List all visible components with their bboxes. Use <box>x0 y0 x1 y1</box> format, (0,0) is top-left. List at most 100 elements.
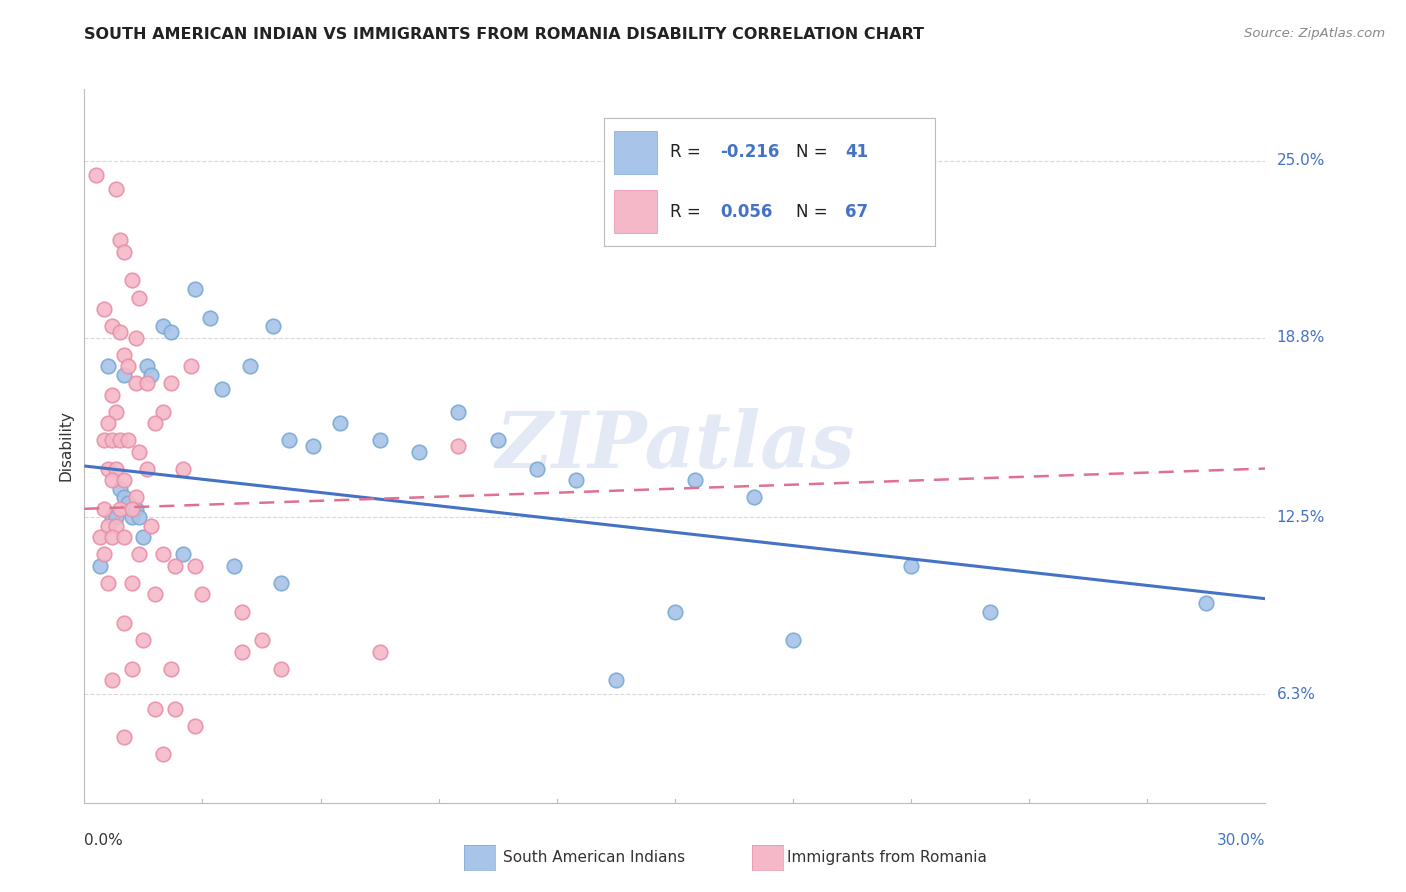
Point <box>368 434 391 448</box>
Point <box>270 576 292 591</box>
Point <box>278 434 301 448</box>
Point <box>101 434 124 448</box>
Text: 25.0%: 25.0% <box>1277 153 1324 168</box>
Point <box>152 405 174 419</box>
Text: R =: R = <box>671 202 706 220</box>
Point <box>231 644 253 658</box>
Point <box>112 491 135 505</box>
Point <box>112 730 135 744</box>
Point <box>143 701 166 715</box>
Point <box>128 548 150 562</box>
Point <box>124 376 146 391</box>
Point <box>93 501 115 516</box>
Point <box>183 282 205 296</box>
Point <box>408 444 430 458</box>
Point <box>101 387 124 401</box>
Text: Immigrants from Romania: Immigrants from Romania <box>787 850 987 864</box>
Point <box>152 747 174 762</box>
Point <box>172 548 194 562</box>
Point <box>104 405 127 419</box>
Point <box>97 416 120 430</box>
Y-axis label: Disability: Disability <box>58 410 73 482</box>
Text: ZIPatlas: ZIPatlas <box>495 408 855 484</box>
Text: N =: N = <box>796 202 832 220</box>
Point <box>132 530 155 544</box>
Point <box>239 359 262 373</box>
Text: 6.3%: 6.3% <box>1277 687 1316 702</box>
Text: 0.056: 0.056 <box>720 202 772 220</box>
Point <box>124 501 146 516</box>
Point <box>368 644 391 658</box>
Point <box>97 359 120 373</box>
Text: Source: ZipAtlas.com: Source: ZipAtlas.com <box>1244 27 1385 40</box>
Point <box>447 439 470 453</box>
Point <box>152 548 174 562</box>
Point <box>742 491 765 505</box>
Point <box>1195 596 1218 610</box>
Text: South American Indians: South American Indians <box>503 850 686 864</box>
Point <box>200 310 222 325</box>
Point <box>664 605 686 619</box>
Point <box>124 491 146 505</box>
Point <box>141 368 163 382</box>
Point <box>101 319 124 334</box>
Bar <box>614 190 657 234</box>
Point <box>101 530 124 544</box>
Text: 30.0%: 30.0% <box>1218 833 1265 848</box>
Point <box>112 368 135 382</box>
Text: 12.5%: 12.5% <box>1277 510 1324 524</box>
Point <box>136 359 159 373</box>
Point <box>128 510 150 524</box>
Text: 67: 67 <box>845 202 869 220</box>
Text: 18.8%: 18.8% <box>1277 330 1324 345</box>
Point <box>97 462 120 476</box>
Point <box>605 673 627 687</box>
Point <box>250 633 273 648</box>
Point <box>160 376 183 391</box>
Point <box>136 376 159 391</box>
Text: 41: 41 <box>845 144 869 161</box>
Point <box>93 301 115 316</box>
Point <box>262 319 284 334</box>
Text: N =: N = <box>796 144 832 161</box>
Point <box>163 558 186 573</box>
Point <box>108 325 131 339</box>
Text: SOUTH AMERICAN INDIAN VS IMMIGRANTS FROM ROMANIA DISABILITY CORRELATION CHART: SOUTH AMERICAN INDIAN VS IMMIGRANTS FROM… <box>84 27 924 42</box>
Point <box>211 382 233 396</box>
Point <box>143 587 166 601</box>
Point <box>180 359 202 373</box>
Text: 0.0%: 0.0% <box>84 833 124 848</box>
Point <box>121 273 143 287</box>
Point <box>97 576 120 591</box>
Point <box>231 605 253 619</box>
Point <box>97 519 120 533</box>
Point <box>104 182 127 196</box>
Point <box>136 462 159 476</box>
Point <box>108 501 131 516</box>
Point <box>447 405 470 419</box>
Point <box>132 633 155 648</box>
Point <box>89 558 111 573</box>
Point <box>104 519 127 533</box>
Point <box>191 587 214 601</box>
Point <box>183 719 205 733</box>
Point <box>121 501 143 516</box>
Point <box>160 662 183 676</box>
Point <box>565 473 588 487</box>
Point <box>112 530 135 544</box>
Point <box>183 558 205 573</box>
Point <box>486 434 509 448</box>
Point <box>152 319 174 334</box>
Point <box>141 519 163 533</box>
Point <box>108 234 131 248</box>
Point <box>301 439 323 453</box>
Point <box>117 496 139 510</box>
Point <box>121 662 143 676</box>
Point <box>104 462 127 476</box>
Point <box>104 510 127 524</box>
Point <box>128 444 150 458</box>
Point <box>112 615 135 630</box>
Point <box>979 605 1001 619</box>
Point <box>172 462 194 476</box>
Point <box>329 416 352 430</box>
